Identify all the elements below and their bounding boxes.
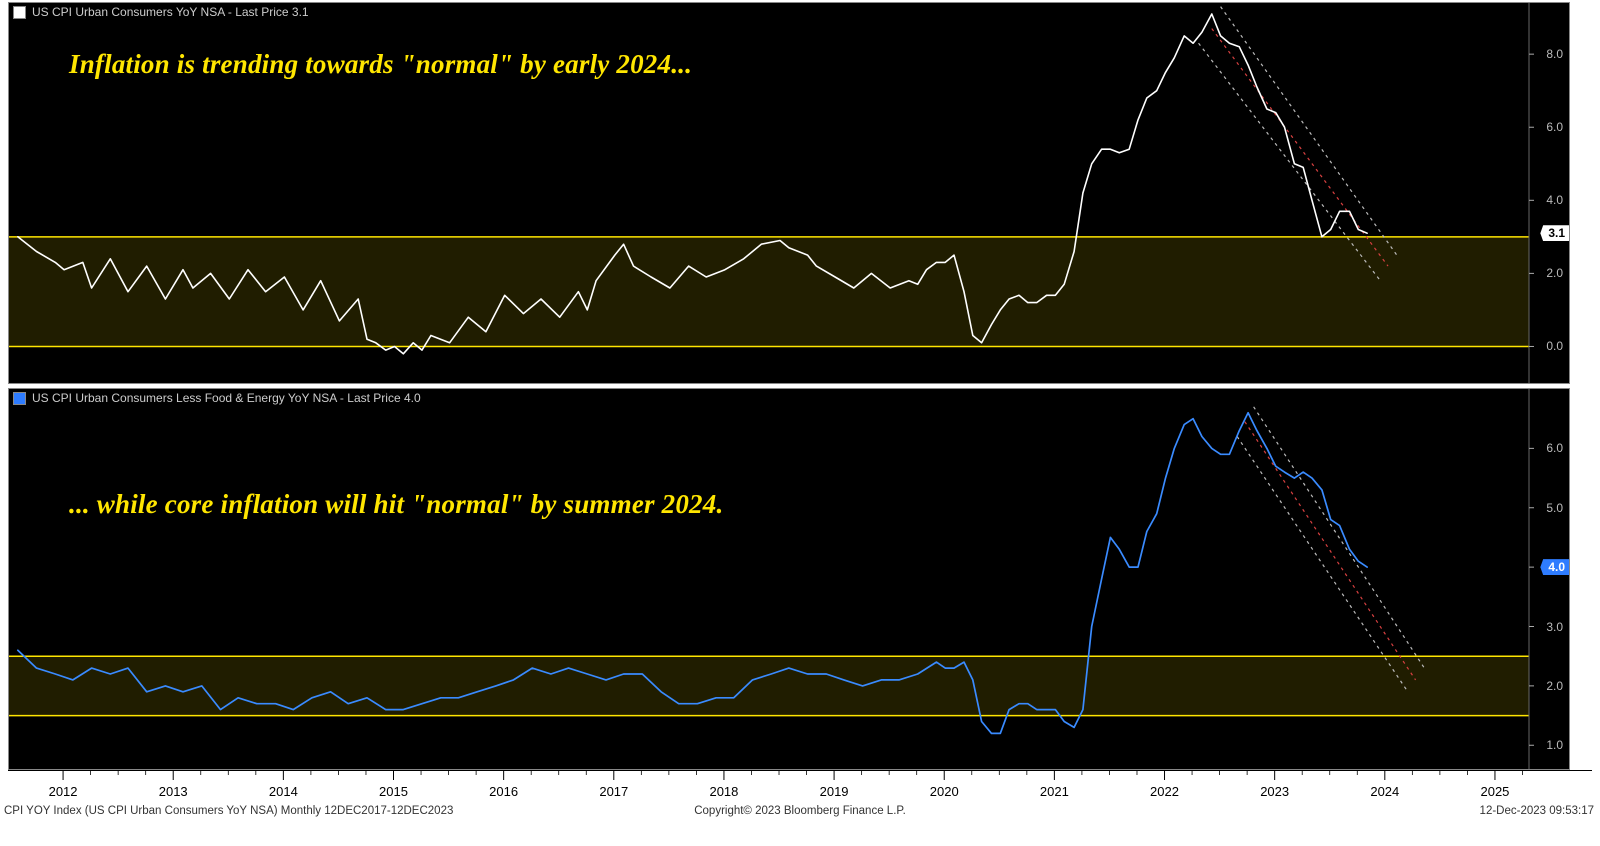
trend-line (1221, 7, 1397, 255)
last-price-badge: 3.1 (1540, 225, 1569, 241)
y-tick-label: 6.0 (1546, 441, 1563, 455)
footer-left-text: CPI YOY Index (US CPI Urban Consumers Yo… (4, 805, 453, 817)
y-tick-label: 1.0 (1546, 738, 1563, 752)
footer: CPI YOY Index (US CPI Urban Consumers Yo… (0, 802, 1600, 820)
legend-swatch (13, 6, 26, 19)
y-tick-label: 6.0 (1546, 120, 1563, 134)
y-tick-label: 4.0 (1546, 193, 1563, 207)
legend: US CPI Urban Consumers Less Food & Energ… (13, 391, 421, 405)
x-tick-label: 2018 (709, 784, 738, 799)
y-tick-label: 8.0 (1546, 47, 1563, 61)
x-tick-label: 2022 (1150, 784, 1179, 799)
annotation-text: ... while core inflation will hit "norma… (69, 489, 723, 520)
x-tick-label: 2024 (1370, 784, 1399, 799)
trend-line (1254, 407, 1425, 668)
y-tick-label: 5.0 (1546, 501, 1563, 515)
x-tick-label: 2013 (159, 784, 188, 799)
normal-band (9, 237, 1529, 347)
legend-swatch (13, 392, 26, 405)
legend-text: US CPI Urban Consumers Less Food & Energ… (32, 391, 421, 405)
y-tick-label: 2.0 (1546, 266, 1563, 280)
y-tick-label: 0.0 (1546, 339, 1563, 353)
annotation-text: Inflation is trending towards "normal" b… (69, 49, 692, 80)
plot-bottom (9, 389, 1569, 769)
y-tick-label: 3.0 (1546, 620, 1563, 634)
x-tick-label: 2020 (930, 784, 959, 799)
chart-container: 0.0 2.0 4.0 6.0 8.0 3.1 US CPI Urban Consumers… (0, 0, 1600, 846)
panel-bottom: 1.02.03.04.05.06.04.0US CPI Urban Consum… (8, 388, 1570, 770)
panel-top: 0.0 2.0 4.0 6.0 8.0 3.1 US CPI Urban Consumers… (8, 2, 1570, 384)
footer-timestamp: 12-Dec-2023 09:53:17 (1480, 805, 1594, 817)
x-tick-label: 2019 (820, 784, 849, 799)
x-tick-label: 2023 (1260, 784, 1289, 799)
x-tick-label: 2015 (379, 784, 408, 799)
x-tick-label: 2017 (599, 784, 628, 799)
trend-line (1245, 422, 1416, 680)
y-tick-label: 2.0 (1546, 679, 1563, 693)
x-tick-label: 2021 (1040, 784, 1069, 799)
x-tick-label: 2012 (49, 784, 78, 799)
x-tick-label: 2016 (489, 784, 518, 799)
x-tick-label: 2025 (1480, 784, 1509, 799)
x-tick-label: 2014 (269, 784, 298, 799)
x-axis: 2012 2013 2014 2015 2016 2017 2018 2019 2020 2021… (0, 770, 1600, 802)
normal-band (9, 656, 1529, 715)
trend-line (1237, 437, 1408, 692)
legend-text: US CPI Urban Consumers YoY NSA - Last Pr… (32, 5, 309, 19)
last-price-badge: 4.0 (1540, 559, 1569, 575)
footer-copyright: Copyright© 2023 Bloomberg Finance L.P. (694, 805, 906, 817)
legend: US CPI Urban Consumers YoY NSA - Last Pr… (13, 5, 309, 19)
